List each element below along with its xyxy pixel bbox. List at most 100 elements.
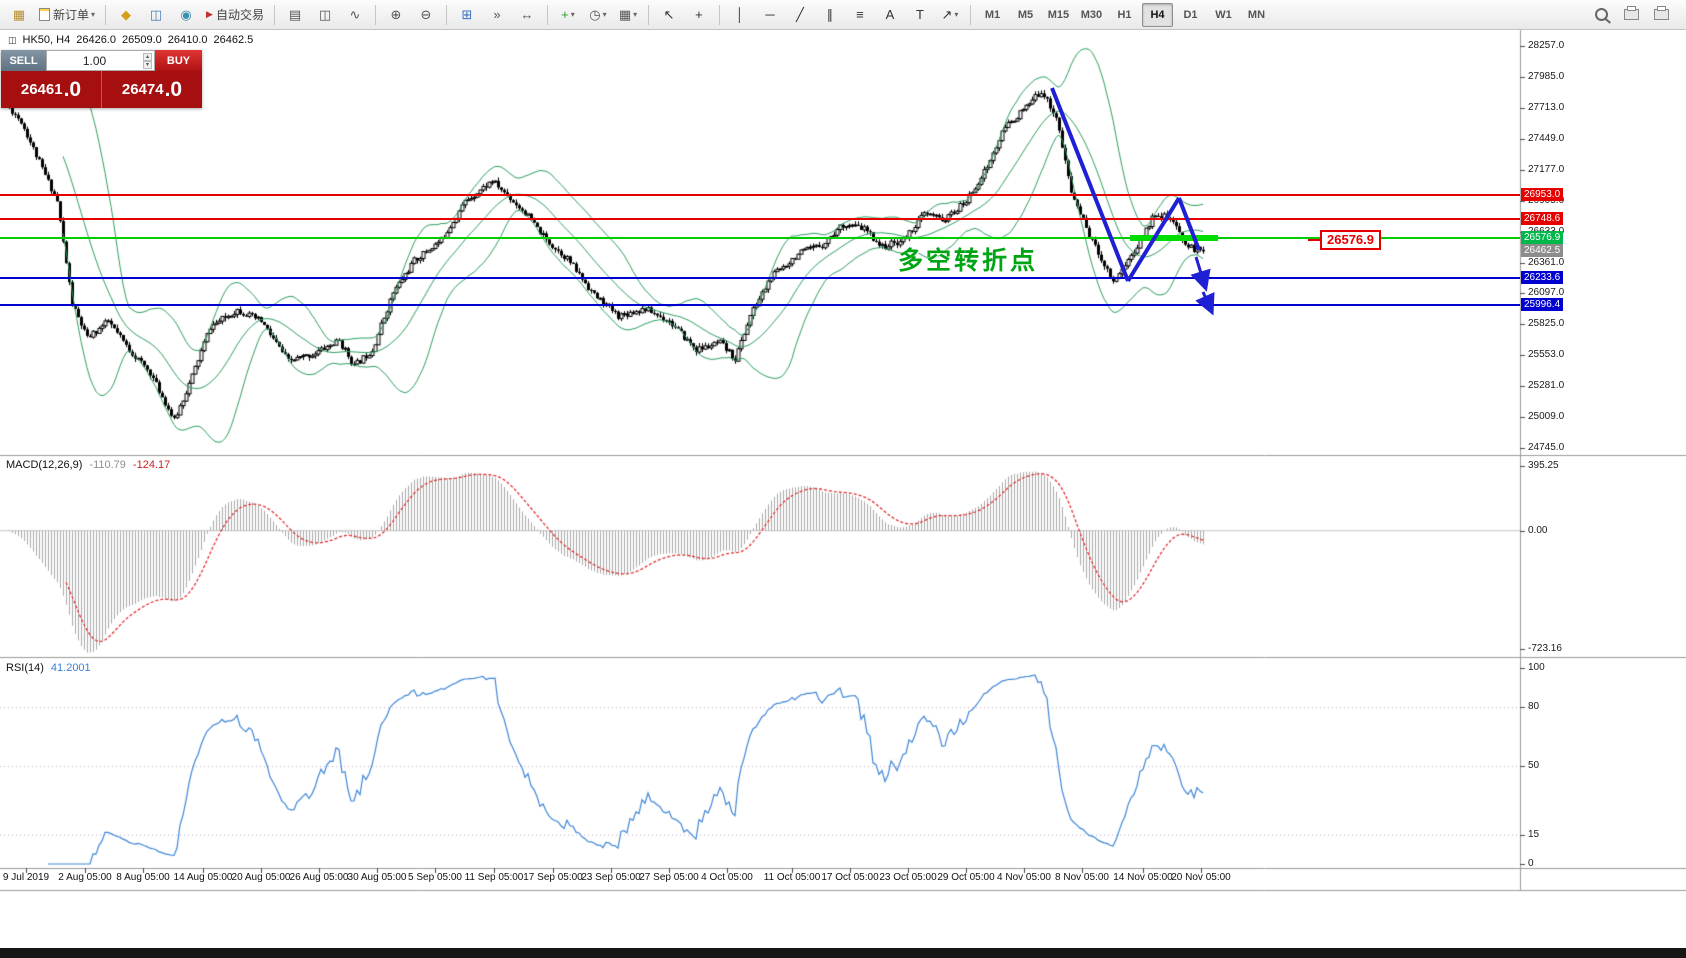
autotrading-button[interactable]: ▶ 自动交易 xyxy=(202,3,268,27)
chart-shift-icon[interactable]: ↔ xyxy=(520,7,534,22)
horizontal-line-26748.6[interactable] xyxy=(0,218,1520,220)
bar-chart-icon[interactable]: ▤ xyxy=(288,7,302,22)
candlestick-chart-icon[interactable]: ◫ xyxy=(318,7,332,22)
volume-input[interactable] xyxy=(49,52,140,69)
time-axis-label: 17 Oct 05:00 xyxy=(821,872,879,883)
time-axis-label: 14 Nov 05:00 xyxy=(1113,872,1173,883)
highlight-bar[interactable] xyxy=(1130,235,1218,241)
timeframe-w1[interactable]: W1 xyxy=(1215,8,1232,21)
trend-arrow-segment[interactable] xyxy=(1190,256,1211,292)
time-axis-label: 20 Aug 05:00 xyxy=(231,872,291,883)
price-axis-label: 25553.0 xyxy=(1528,349,1565,361)
chart-window-icon[interactable]: ▦ xyxy=(12,7,26,22)
chart-annotation-text[interactable]: 多空转折点 xyxy=(898,247,1039,275)
text-label-icon[interactable]: T xyxy=(915,7,924,22)
auto-scroll-icon[interactable]: » xyxy=(493,7,501,22)
vertical-line-icon[interactable]: │ xyxy=(735,7,745,22)
equidistant-channel-icon[interactable]: ∥ xyxy=(826,7,834,22)
new-order-button[interactable]: 新订单 ▾ xyxy=(35,3,99,27)
zoom-out-icon[interactable]: ⊖ xyxy=(420,7,432,22)
spinner-up-icon[interactable]: ▴ xyxy=(142,52,152,61)
sell-price-display[interactable]: 26461.0 xyxy=(1,71,102,108)
rsi-axis-label: 100 xyxy=(1528,662,1545,673)
horizontal-line-26576.9[interactable] xyxy=(0,237,1520,239)
price-callout[interactable]: 26576.9 xyxy=(1308,230,1381,250)
open-value: 26426.0 xyxy=(76,34,116,46)
cursor-icon[interactable]: ↖ xyxy=(663,7,675,22)
toolbar-separator xyxy=(546,4,548,25)
tile-windows-icon[interactable]: ⊞ xyxy=(461,7,473,22)
low-value: 26410.0 xyxy=(167,34,208,46)
price-axis-label: 26361.0 xyxy=(1528,256,1565,268)
macd-axis-label: 395.25 xyxy=(1528,460,1559,472)
chevron-down-icon: ▾ xyxy=(570,10,575,19)
favorites-icon[interactable]: ◆ xyxy=(121,7,132,22)
text-icon[interactable]: A xyxy=(885,7,895,22)
indicators-icon[interactable]: + ▾ xyxy=(561,7,575,22)
profiles-icon[interactable]: ◫ xyxy=(149,7,163,22)
price-axis-label: 27985.0 xyxy=(1528,71,1565,83)
trend-arrow-segment[interactable] xyxy=(1195,291,1215,316)
rsi-label: RSI(14) 41.2001 xyxy=(6,662,91,674)
time-axis-label: 11 Sep 05:00 xyxy=(464,872,524,883)
timeframe-m30[interactable]: M30 xyxy=(1080,8,1103,21)
timeframe-h4[interactable]: H4 xyxy=(1141,2,1173,27)
market-watch-icon[interactable]: ◉ xyxy=(180,7,192,22)
periods-icon[interactable]: ◷ ▾ xyxy=(589,7,607,22)
close-value: 26462.5 xyxy=(213,34,254,46)
time-axis-label: 26 Aug 05:00 xyxy=(289,872,349,883)
price-axis-label: 24745.0 xyxy=(1528,441,1565,453)
timeframe-d1[interactable]: D1 xyxy=(1183,8,1198,21)
print-preview-icon[interactable] xyxy=(1647,3,1675,27)
crosshair-icon[interactable]: + xyxy=(695,7,703,22)
arrows-icon[interactable]: ↗ ▾ xyxy=(941,7,959,22)
price-level-badge: 26953.0 xyxy=(1521,188,1564,202)
volume-spinner[interactable]: ▴ ▾ xyxy=(142,52,152,69)
rsi-axis-label: 80 xyxy=(1528,701,1540,713)
search-icon[interactable] xyxy=(1587,3,1615,27)
toolbar-separator xyxy=(374,4,376,25)
timeframe-m5[interactable]: M5 xyxy=(1017,8,1034,21)
buy-button[interactable]: BUY xyxy=(155,50,202,71)
price-axis-label: 27449.0 xyxy=(1528,132,1565,144)
price-level-badge: 26748.6 xyxy=(1521,211,1564,225)
time-axis-label: 8 Aug 05:00 xyxy=(116,872,170,883)
line-chart-icon[interactable]: ∿ xyxy=(349,7,361,22)
horizontal-line-icon[interactable]: ─ xyxy=(765,7,775,22)
price-axis-label: 25009.0 xyxy=(1528,411,1565,423)
timeframe-m1[interactable]: M1 xyxy=(984,8,1001,21)
volume-field[interactable]: ▴▾ xyxy=(46,50,155,71)
horizontal-line-25996.4[interactable] xyxy=(0,304,1520,306)
rsi-axis-label: 0 xyxy=(1528,858,1534,869)
sell-button[interactable]: SELL xyxy=(1,50,46,71)
new-order-label: 新订单 xyxy=(53,8,90,22)
zoom-in-icon[interactable]: ⊕ xyxy=(390,7,402,22)
toolbar-separator xyxy=(273,4,275,25)
time-axis-label: 8 Nov 05:00 xyxy=(1055,872,1109,883)
timeframe-m15[interactable]: M15 xyxy=(1047,8,1070,21)
timeframe-mn[interactable]: MN xyxy=(1247,8,1266,21)
rsi-axis-label: 50 xyxy=(1528,760,1540,771)
autotrading-label: 自动交易 xyxy=(215,8,264,22)
trendline-icon[interactable]: ╱ xyxy=(796,7,804,22)
trend-arrow-segment[interactable] xyxy=(1050,87,1130,282)
spinner-down-icon[interactable]: ▾ xyxy=(142,60,152,69)
trend-arrow-segment[interactable] xyxy=(1177,197,1201,251)
toolbar: ▦ 新订单 ▾ ◆ ◫ ◉ ▶ 自动交易 ▤ ◫ ∿ ⊕ ⊖ ⊞ » ↔ + ▾ ◷ ▾ ▦ ▾ ↖ +… xyxy=(0,0,1686,30)
price-axis-label: 25825.0 xyxy=(1528,318,1565,330)
horizontal-line-26953[interactable] xyxy=(0,194,1520,196)
buy-price-display[interactable]: 26474.0 xyxy=(121,77,183,101)
templates-icon[interactable]: ▦ ▾ xyxy=(618,7,638,22)
print-icon[interactable] xyxy=(1617,3,1645,27)
timeframe-group: M1 M5 M15 M30 H1 H4 D1 W1 MN xyxy=(976,2,1273,27)
horizontal-line-26233.6[interactable] xyxy=(0,277,1520,279)
trend-arrow-segment[interactable] xyxy=(1126,196,1181,283)
toolbar-separator xyxy=(105,4,107,25)
macd-axis-label: -723.16 xyxy=(1528,643,1562,655)
time-axis-label: 23 Sep 05:00 xyxy=(581,872,641,883)
fibonacci-icon[interactable]: ≡ xyxy=(856,7,864,22)
timeframe-h1[interactable]: H1 xyxy=(1117,8,1132,21)
time-axis-label: 4 Oct 05:00 xyxy=(701,872,753,883)
